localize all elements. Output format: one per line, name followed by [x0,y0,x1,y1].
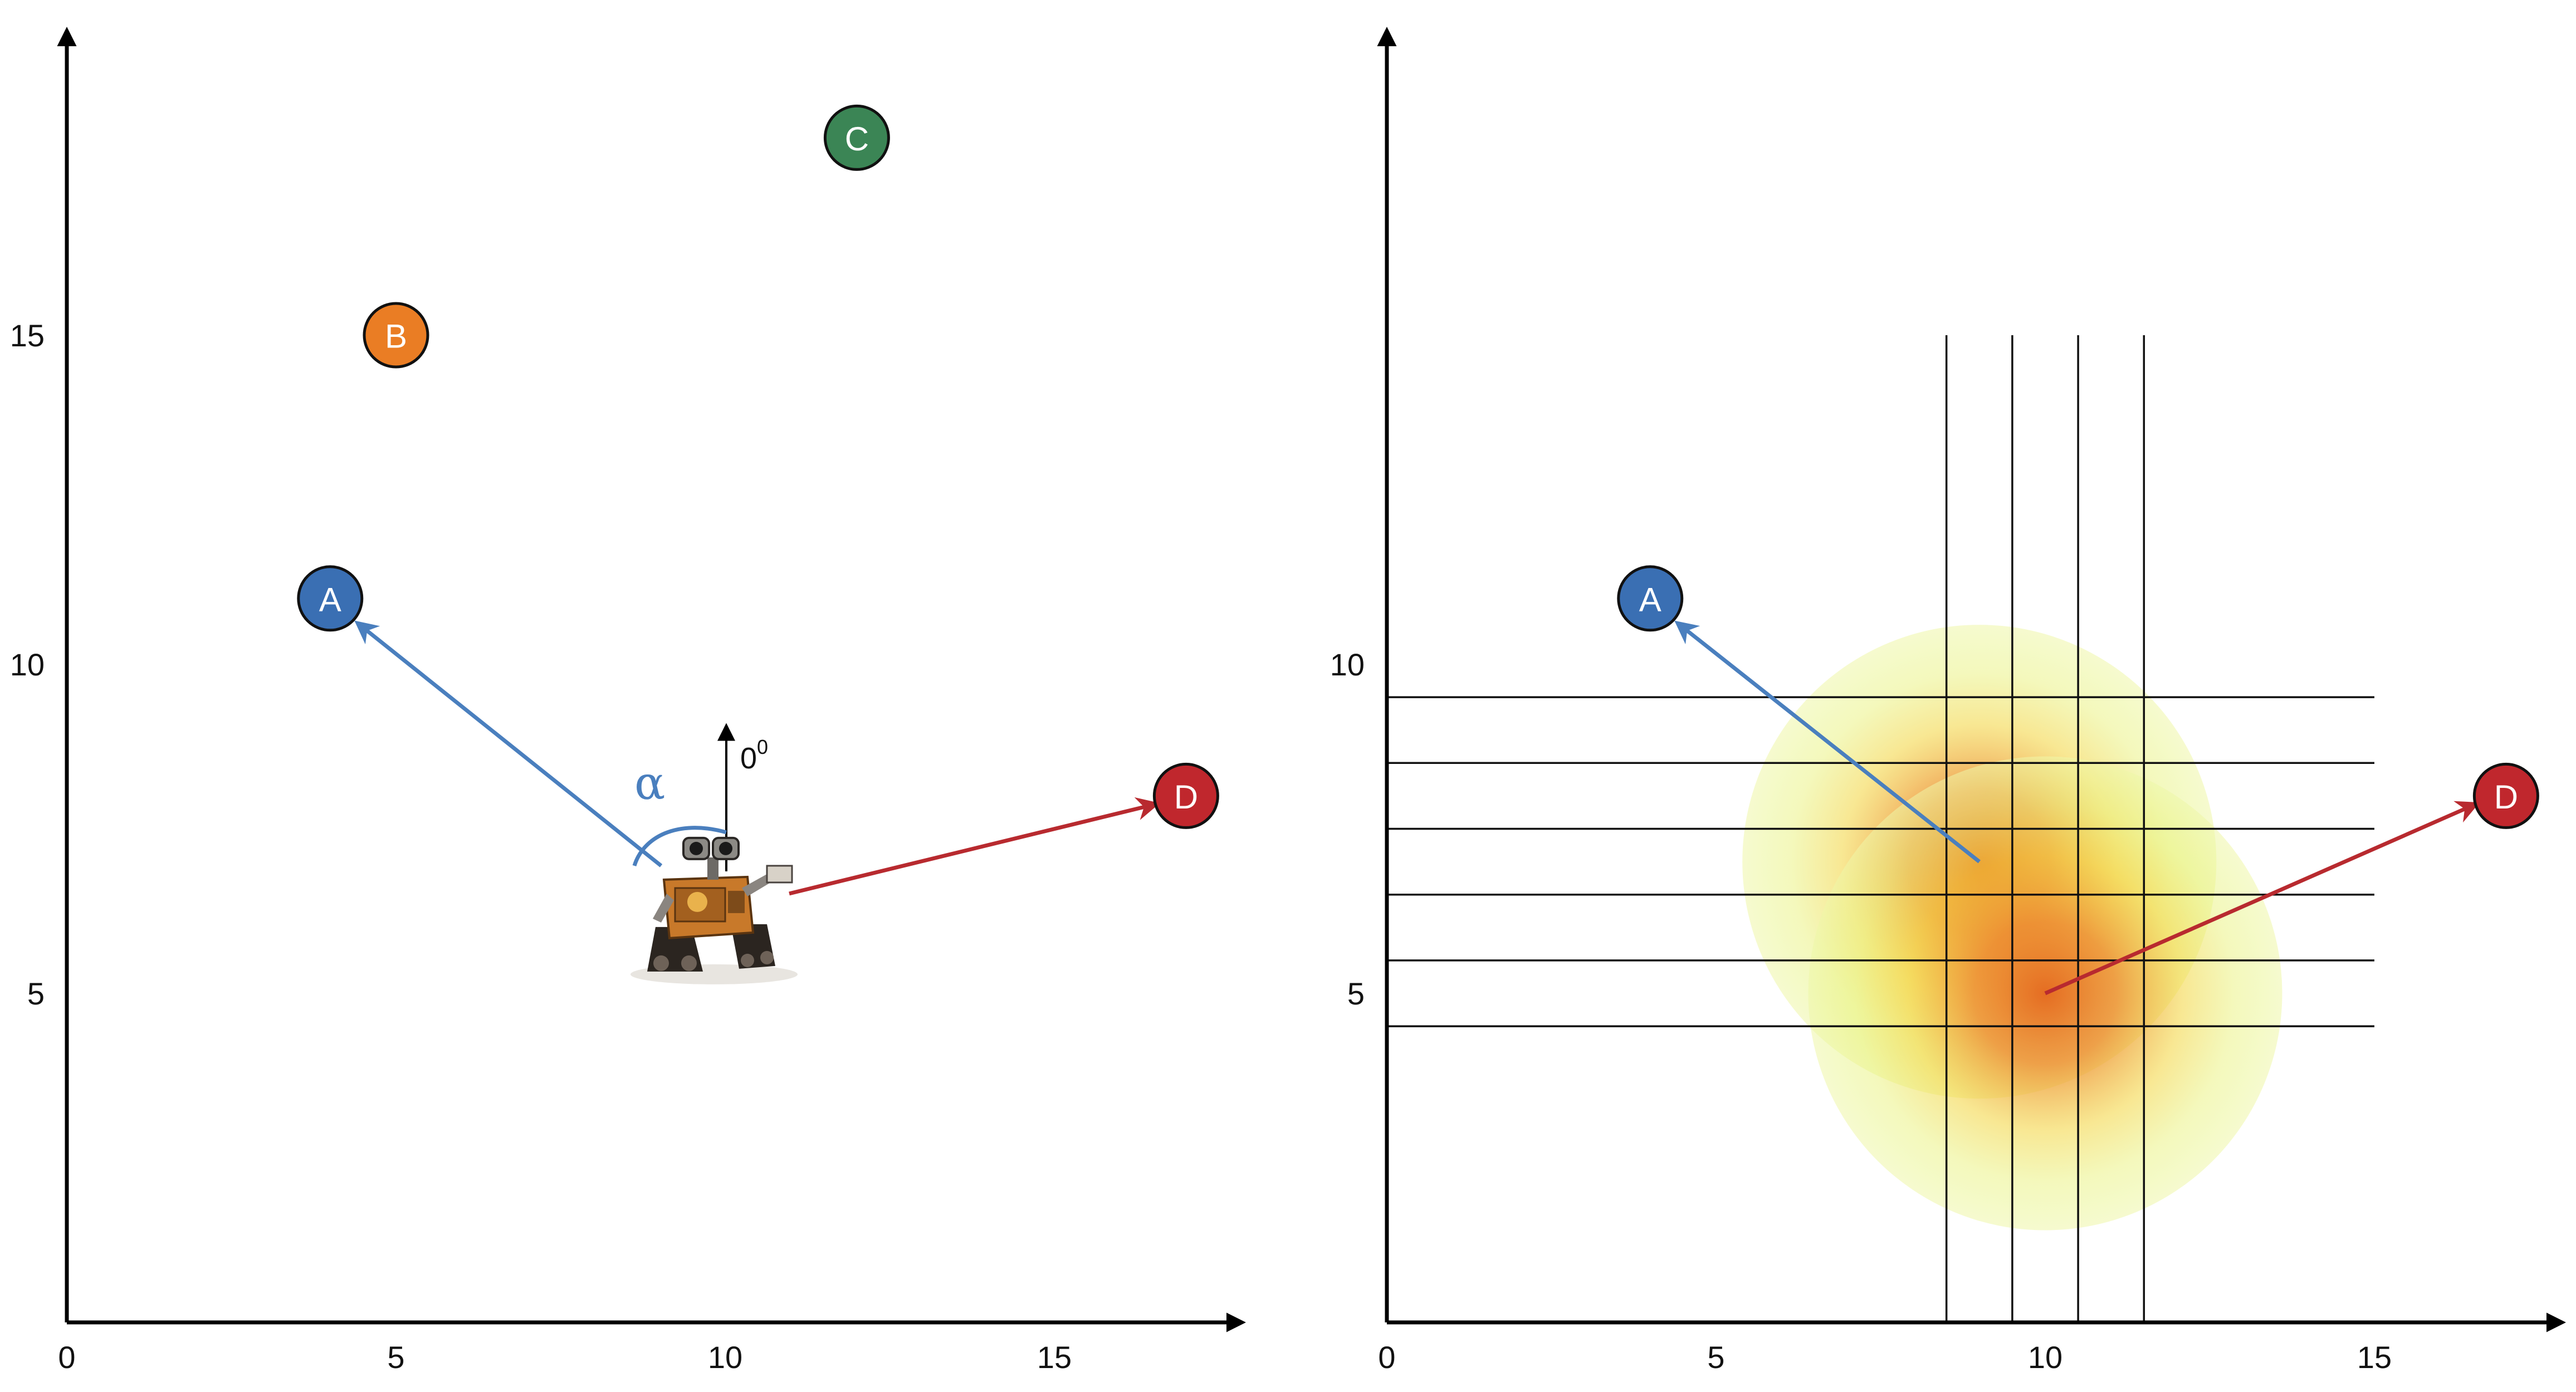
landmark-circle [1152,762,1219,829]
x-tick-label: 5 [1707,1340,1724,1375]
angle-arc [632,826,727,866]
landmark-circle [363,302,429,369]
vector-to-A [354,620,663,867]
landmark-label: A [1639,581,1661,618]
left-tick-labels: 0 5 10 15 5 10 15 [10,318,1072,1375]
landmark-label: C [845,120,869,158]
y-tick-label: 5 [27,976,45,1011]
heading-zero-label: 00 [740,736,768,775]
x-tick-label: 10 [2028,1340,2062,1375]
landmark-label: A [319,581,341,618]
grid-lines [1387,335,2374,1322]
landmark-a: A [1617,565,1684,632]
landmark-c: C [823,104,890,171]
estimate-vector-to-A [1674,620,1981,864]
y-tick-label: 15 [10,318,45,353]
x-tick-label: 15 [1037,1340,1072,1375]
vector-to-D [789,797,1160,896]
robot-image [630,836,798,984]
y-tick-label: 10 [1330,647,1365,682]
landmark-label: D [1174,778,1198,816]
left-panel: 0 5 10 15 5 10 15 α 00 [10,27,1246,1375]
landmark-label: D [2494,778,2518,816]
estimate-vector-to-D [2044,801,2480,996]
y-tick-label: 5 [1347,976,1365,1011]
x-tick-label: 0 [1378,1340,1395,1375]
left-landmarks: A B C D [297,104,1219,829]
landmark-circle [1617,565,1684,632]
landmark-d: D [1152,762,1219,829]
landmark-d: D [2472,762,2539,829]
right-tick-labels: 0 5 10 15 5 10 [1330,647,2392,1375]
landmark-circle [297,565,364,632]
left-axes [57,27,1246,1332]
landmark-a: A [297,565,364,632]
landmark-label: B [385,318,407,355]
landmark-circle [2472,762,2539,829]
landmark-b: B [363,302,429,369]
y-tick-label: 10 [10,647,45,682]
angle-alpha-label: α [634,757,665,810]
right-landmarks: AD [1617,565,2539,829]
x-tick-label: 15 [2357,1340,2392,1375]
x-tick-label: 10 [708,1340,742,1375]
x-tick-label: 5 [387,1340,404,1375]
right-axes [1377,27,2566,1332]
x-tick-label: 0 [58,1340,75,1375]
landmark-circle [823,104,890,171]
